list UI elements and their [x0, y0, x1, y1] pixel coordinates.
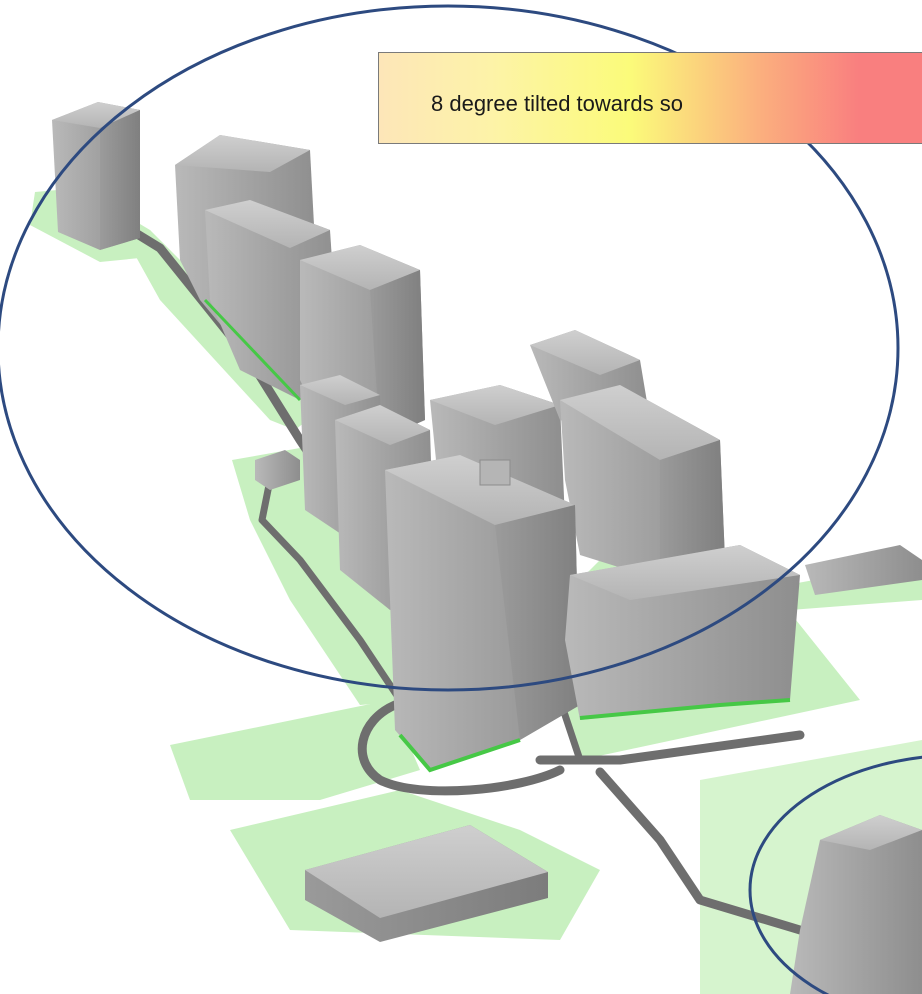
building-row-north [175, 135, 425, 440]
annotation-text: 8 degree tilted towards so [431, 91, 683, 116]
building-bottom-right [790, 815, 922, 994]
highlight-ellipse-southeast [748, 755, 922, 994]
building-podium-south [305, 825, 548, 942]
building-front-tower [385, 455, 580, 773]
building-low-block-east [565, 545, 922, 720]
building-far-left [52, 102, 140, 250]
building-cluster-east [530, 330, 725, 580]
building-stepped-small [255, 450, 300, 490]
annotation-callout: 8 degree tilted towards so [378, 52, 922, 144]
highlight-ellipse-north [0, 4, 900, 692]
